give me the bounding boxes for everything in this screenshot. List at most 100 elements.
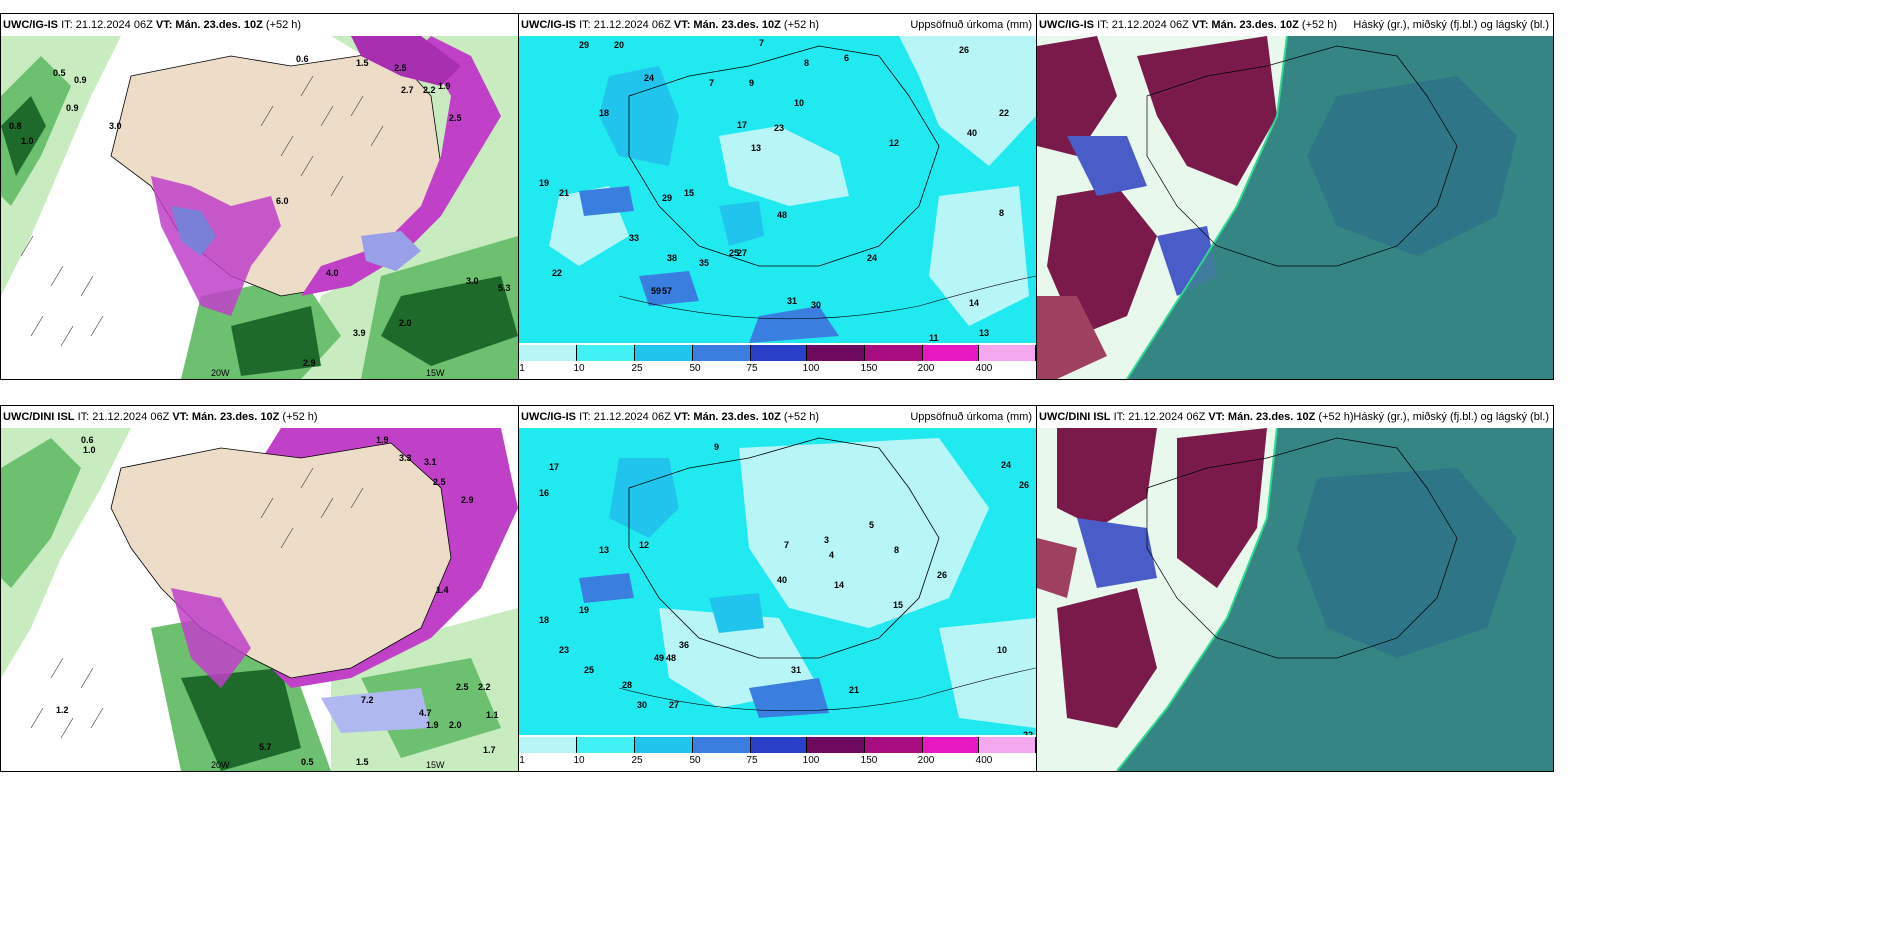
svg-text:19: 19 [579, 605, 589, 615]
cloud-map[interactable] [1037, 428, 1553, 771]
wind-map[interactable]: 2.5 2.7 2.2 1.9 2.5 0.8 1.0 0.9 3.0 5.3 … [1, 36, 518, 379]
svg-text:2.5: 2.5 [433, 477, 446, 487]
svg-text:31: 31 [791, 665, 801, 675]
colorbar: 1 10 25 50 75 100 150 200 400 [519, 343, 1036, 379]
svg-text:4: 4 [857, 428, 862, 430]
cloud-map-svg [1037, 428, 1553, 771]
colorbar-label: 10 [573, 755, 585, 766]
svg-text:27: 27 [737, 248, 747, 258]
svg-text:27: 27 [669, 700, 679, 710]
precip-map[interactable]: 29 20 7 6 26 24 15 18 7 9 8 10 22 13 12 … [519, 36, 1036, 343]
svg-text:7: 7 [784, 540, 789, 550]
svg-text:35: 35 [699, 258, 709, 268]
svg-text:15W: 15W [426, 760, 445, 770]
svg-text:7.2: 7.2 [361, 695, 374, 705]
svg-text:31: 31 [787, 296, 797, 306]
svg-text:20W: 20W [211, 368, 230, 378]
svg-text:8: 8 [804, 58, 809, 68]
panel-title: UWC/IG-IS IT: 21.12.2024 06Z VT: Mán. 23… [521, 411, 820, 423]
svg-text:40: 40 [777, 575, 787, 585]
colorbar-swatch [865, 345, 923, 361]
svg-text:18: 18 [539, 615, 549, 625]
wind-map[interactable]: 1.9 3.3 3.1 2.5 0.6 1.0 1.2 7.2 4.7 2.5 … [1, 428, 518, 771]
panel-title: UWC/DINI ISL IT: 21.12.2024 06Z VT: Mán.… [3, 411, 318, 423]
colorbar-swatch [519, 737, 577, 753]
precip-map[interactable]: 12 9 4 24 26 17 16 18 23 25 19 30 28 27 … [519, 428, 1036, 735]
svg-text:4.7: 4.7 [419, 708, 432, 718]
wind-map-svg: 1.9 3.3 3.1 2.5 0.6 1.0 1.2 7.2 4.7 2.5 … [1, 428, 518, 771]
svg-text:24: 24 [867, 253, 877, 263]
colorbar-label: 10 [573, 363, 585, 374]
svg-text:29: 29 [579, 40, 589, 50]
colorbar-swatch [923, 345, 979, 361]
colorbar-label: 100 [802, 755, 820, 766]
svg-text:22: 22 [999, 108, 1009, 118]
colorbar-swatch [635, 737, 693, 753]
svg-text:6.0: 6.0 [276, 196, 289, 206]
svg-text:25: 25 [729, 248, 739, 258]
svg-text:14: 14 [834, 580, 844, 590]
svg-text:57: 57 [662, 286, 672, 296]
colorbar-swatch [693, 345, 751, 361]
cloud-map[interactable] [1037, 36, 1553, 379]
svg-text:4.0: 4.0 [326, 268, 339, 278]
svg-text:28: 28 [622, 680, 632, 690]
svg-text:2.9: 2.9 [303, 358, 316, 368]
svg-text:0.6: 0.6 [81, 435, 94, 445]
svg-text:23: 23 [774, 123, 784, 133]
colorbar-swatch [519, 345, 577, 361]
svg-text:2.2: 2.2 [478, 682, 491, 692]
colorbar-label: 150 [860, 363, 878, 374]
colorbar-label: 75 [746, 755, 758, 766]
svg-text:23: 23 [559, 645, 569, 655]
svg-text:3.1: 3.1 [424, 457, 437, 467]
svg-text:4: 4 [829, 550, 834, 560]
svg-text:3.9: 3.9 [353, 328, 366, 338]
svg-text:9: 9 [749, 78, 754, 88]
svg-text:16: 16 [539, 488, 549, 498]
panel-title: UWC/IG-IS IT: 21.12.2024 06Z VT: Mán. 23… [521, 19, 820, 31]
panel-precip-bottom: UWC/IG-IS IT: 21.12.2024 06Z VT: Mán. 23… [518, 405, 1037, 772]
svg-text:1.1: 1.1 [486, 710, 499, 720]
svg-text:1.5: 1.5 [356, 757, 369, 767]
colorbar: 1 10 25 50 75 100 150 200 400 [519, 735, 1036, 771]
panel-field-label: Uppsöfnuð úrkoma (mm) [910, 411, 1032, 423]
svg-text:12: 12 [889, 138, 899, 148]
svg-text:6: 6 [844, 53, 849, 63]
svg-text:26: 26 [937, 570, 947, 580]
svg-text:10: 10 [997, 645, 1007, 655]
panel-clouds-igis: UWC/IG-IS IT: 21.12.2024 06Z VT: Mán. 23… [1036, 13, 1554, 380]
colorbar-label: 50 [689, 755, 701, 766]
svg-text:24: 24 [644, 73, 654, 83]
svg-text:5.7: 5.7 [259, 742, 272, 752]
colorbar-swatch [979, 737, 1036, 753]
svg-text:2.5: 2.5 [456, 682, 469, 692]
svg-text:36: 36 [679, 640, 689, 650]
svg-text:2.9: 2.9 [461, 495, 474, 505]
svg-text:1.2: 1.2 [56, 705, 69, 715]
svg-text:7: 7 [709, 78, 714, 88]
colorbar-label: 200 [917, 755, 935, 766]
panel-title: UWC/DINI ISL IT: 21.12.2024 06Z VT: Mán.… [1039, 411, 1354, 423]
svg-text:1.0: 1.0 [83, 445, 96, 455]
svg-text:3.0: 3.0 [466, 276, 479, 286]
svg-text:0.8: 0.8 [9, 121, 22, 131]
svg-text:13: 13 [751, 143, 761, 153]
svg-text:2.5: 2.5 [449, 113, 462, 123]
svg-text:30: 30 [811, 300, 821, 310]
svg-text:15: 15 [684, 188, 694, 198]
svg-text:48: 48 [777, 210, 787, 220]
svg-text:2.5: 2.5 [394, 63, 407, 73]
colorbar-label: 25 [631, 755, 643, 766]
svg-text:0.5: 0.5 [301, 757, 314, 767]
colorbar-swatch [751, 737, 807, 753]
panel-wind-dini: UWC/DINI ISL IT: 21.12.2024 06Z VT: Mán.… [0, 405, 519, 772]
svg-text:48: 48 [666, 653, 676, 663]
svg-text:1.7: 1.7 [483, 745, 496, 755]
colorbar-swatch [577, 737, 635, 753]
svg-text:1.9: 1.9 [438, 81, 451, 91]
panel-title: UWC/IG-IS IT: 21.12.2024 06Z VT: Mán. 23… [3, 19, 302, 31]
colorbar-label: 200 [917, 363, 935, 374]
svg-text:1.0: 1.0 [21, 136, 34, 146]
svg-text:11: 11 [929, 333, 939, 343]
